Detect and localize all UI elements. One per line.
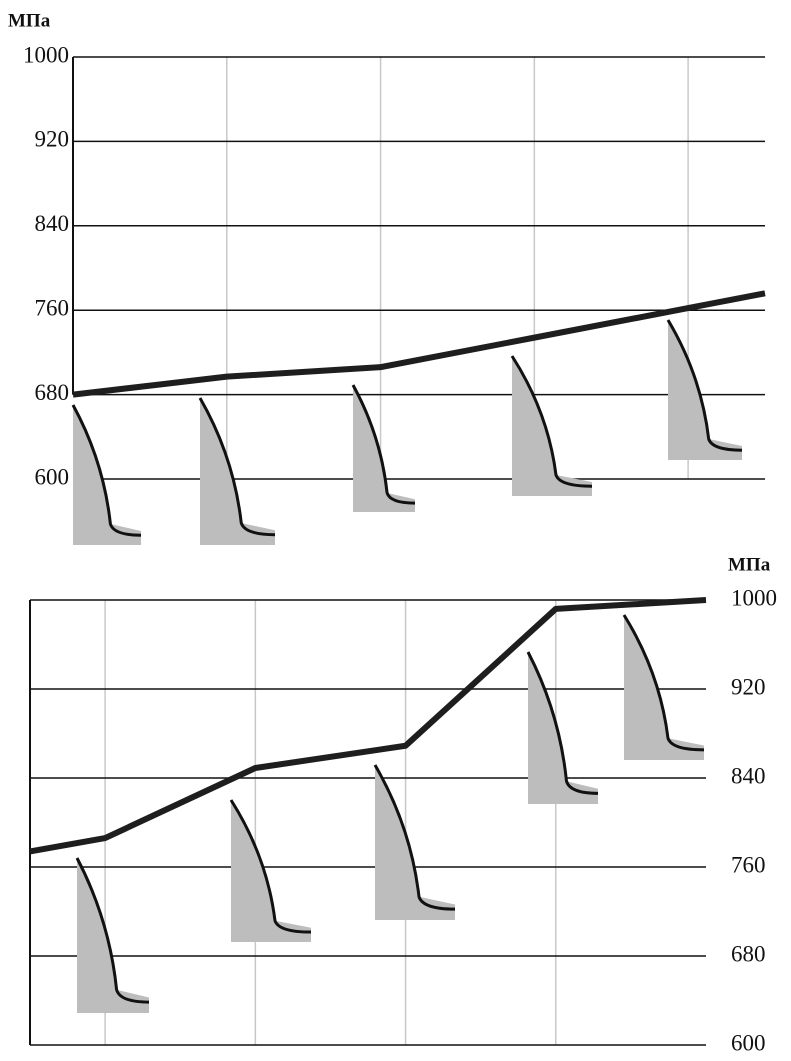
y-tick-label: 920	[35, 127, 70, 152]
y-tick-label: 680	[731, 941, 766, 966]
y-axis-unit: МПа	[728, 554, 771, 575]
y-tick-label: 760	[35, 295, 70, 320]
y-tick-label: 760	[731, 852, 766, 877]
y-tick-label: 600	[731, 1030, 766, 1055]
y-tick-label: 840	[35, 211, 70, 236]
y-tick-label: 680	[35, 380, 70, 405]
y-tick-label: 1000	[731, 585, 777, 610]
data-line	[73, 293, 765, 394]
y-axis-unit: МПа	[8, 10, 51, 31]
y-tick-label: 920	[731, 674, 766, 699]
data-line	[30, 600, 706, 851]
chart: МПа МПа 600 680 760 840 920 1000 600 680 760 840 9…	[0, 0, 791, 1061]
y-tick-label: 1000	[23, 42, 69, 67]
y-tick-label: 840	[731, 763, 766, 788]
y-tick-label: 600	[35, 464, 70, 489]
